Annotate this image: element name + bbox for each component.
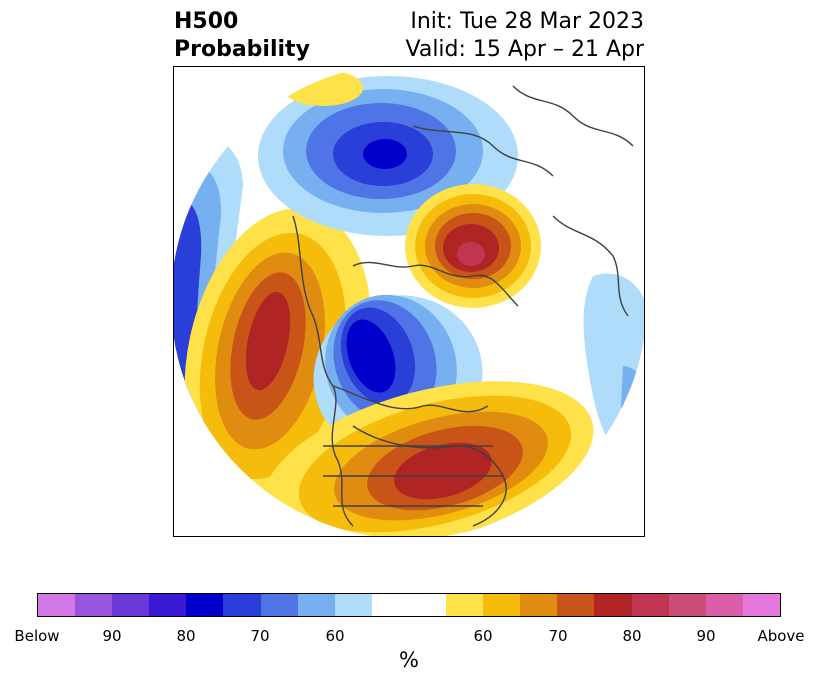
colorbar-tick-label: 90 [696, 627, 716, 645]
colorbar [37, 593, 781, 617]
colorbar-segment [520, 594, 558, 616]
above-anomaly-usa [262, 381, 594, 537]
colorbar-segment [446, 594, 484, 616]
colorbar-segment [594, 594, 632, 616]
colorbar-tick-label: 70 [250, 627, 270, 645]
colorbar-segment [223, 594, 261, 616]
colorbar-segment [112, 594, 150, 616]
map-title: H500 Probability [174, 8, 310, 64]
colorbar-segment [631, 594, 669, 616]
colorbar-tick-label: 60 [473, 627, 493, 645]
above-anomaly-pacific [184, 208, 372, 504]
colorbar-tick-label: 90 [102, 627, 122, 645]
colorbar-segment [705, 594, 743, 616]
probability-map [173, 66, 645, 537]
colorbar-segment [668, 594, 706, 616]
above-anomaly-europe [405, 184, 541, 308]
colorbar-segment [75, 594, 113, 616]
valid-range: Valid: 15 Apr – 21 Apr [405, 37, 645, 62]
init-date: Init: Tue 28 Mar 2023 [410, 9, 644, 34]
colorbar-segment [742, 594, 780, 616]
colorbar-segment [371, 594, 409, 616]
colorbar-tick-label: 80 [622, 627, 642, 645]
colorbar-segment [334, 594, 372, 616]
colorbar-tick-label: 80 [176, 627, 196, 645]
map-canvas [173, 66, 645, 537]
title-product: Probability [174, 37, 310, 62]
colorbar-segment [38, 594, 76, 616]
colorbar-segment [408, 594, 447, 616]
title-variable: H500 [174, 9, 239, 34]
colorbar-segment [483, 594, 521, 616]
map-border [173, 66, 645, 537]
coastlines [292, 85, 634, 527]
colorbar-segment [557, 594, 595, 616]
colorbar-segment [149, 594, 187, 616]
colorbar-unit: % [399, 648, 419, 672]
colorbar-segment [260, 594, 298, 616]
colorbar-tick-label: Below [14, 627, 60, 645]
map-dates: Init: Tue 28 Mar 2023 Valid: 15 Apr – 21… [406, 8, 645, 64]
colorbar-tick-label: 70 [548, 627, 568, 645]
colorbar-tick-label: 60 [325, 627, 345, 645]
colorbar-segment [297, 594, 335, 616]
colorbar-segment [186, 594, 224, 616]
colorbar-tick-label: Above [757, 627, 805, 645]
